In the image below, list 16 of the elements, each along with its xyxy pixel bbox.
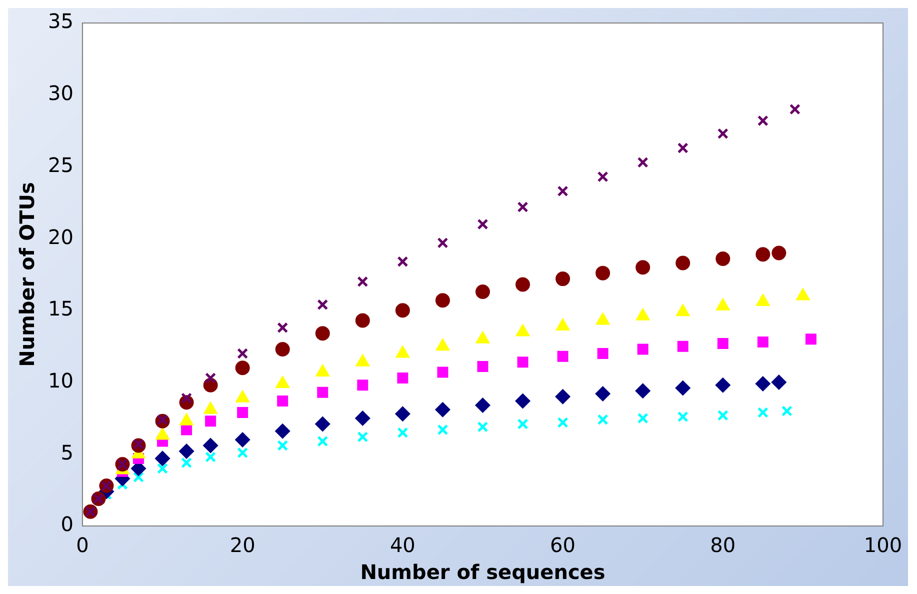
y-axis-title: Number of OTUs	[15, 182, 40, 367]
y-tick-label: 5	[60, 440, 74, 464]
y-tick-label: 35	[48, 9, 74, 34]
y-tick-label: 0	[60, 512, 74, 536]
x-tick-label: 40	[390, 533, 416, 558]
y-tick-label: 10	[48, 368, 74, 392]
y-tick-label: 15	[48, 296, 74, 321]
x-tick-label: 0	[76, 533, 89, 558]
x-tick-label: 20	[230, 533, 256, 558]
y-tick-label: 20	[48, 224, 74, 249]
x-tick-label: 100	[864, 533, 902, 558]
y-tick-label: 30	[48, 81, 74, 106]
x-tick-label: 80	[710, 533, 736, 558]
x-tick-label: 60	[550, 533, 576, 558]
y-tick-label: 25	[48, 152, 74, 177]
x-axis-title: Number of sequences	[360, 560, 606, 584]
